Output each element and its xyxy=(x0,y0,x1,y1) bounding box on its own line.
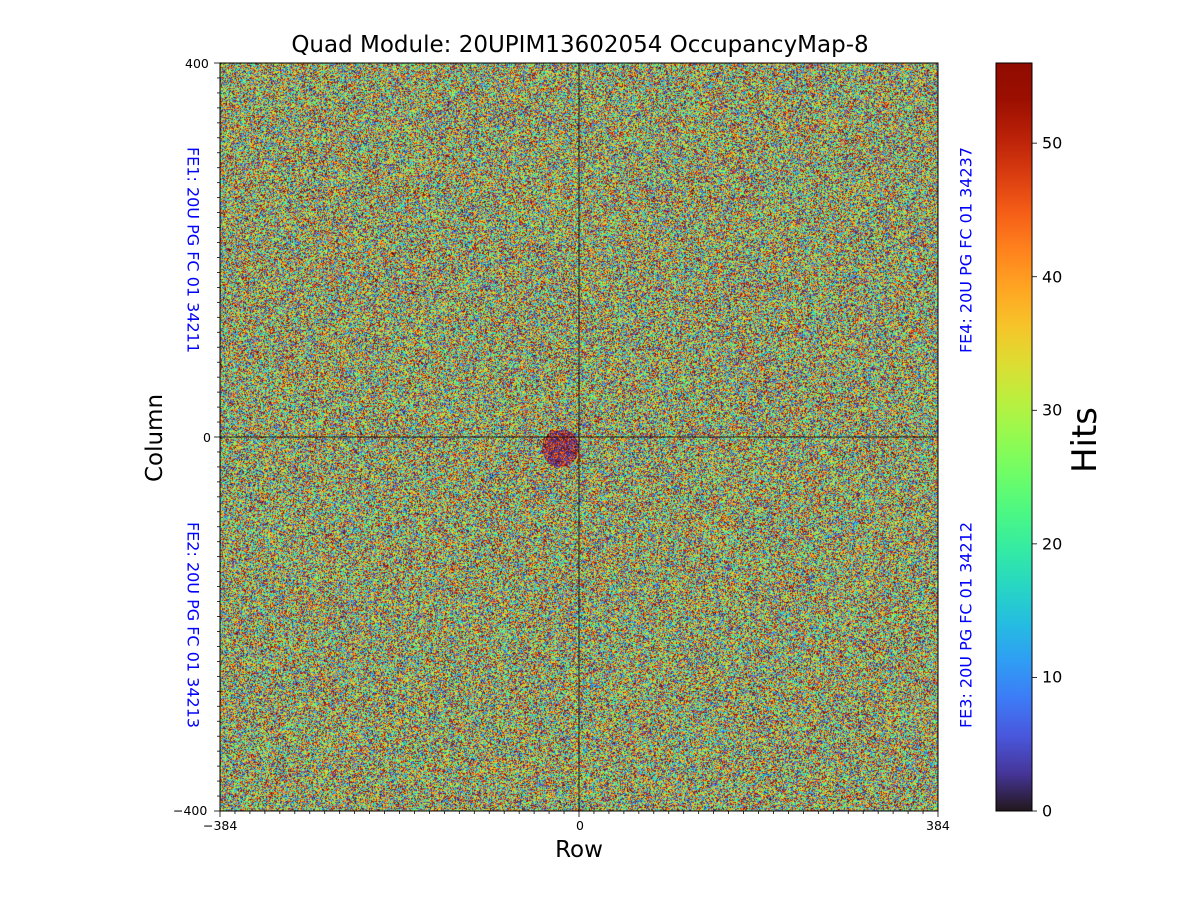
colorbar-tick-label: 50 xyxy=(1042,133,1063,153)
y-tick-top: 400 xyxy=(185,56,209,71)
y-tick-middle: 0 xyxy=(203,430,211,445)
x-axis-label: Row xyxy=(555,837,603,863)
y-tick-bottom: −400 xyxy=(173,803,208,818)
colorbar-tick-label: 10 xyxy=(1042,667,1063,687)
colorbar-tick-label: 40 xyxy=(1042,267,1063,287)
chart-title: Quad Module: 20UPIM13602054 OccupancyMap… xyxy=(291,32,869,58)
y-axis-label: Column xyxy=(142,393,168,483)
colorbar-tick-label: 20 xyxy=(1042,534,1063,554)
fe2-label: FE2: 20U PG FC 01 34213 xyxy=(183,521,203,729)
x-tick-middle: 0 xyxy=(576,818,584,833)
colorbar-tick-label: 30 xyxy=(1042,400,1063,420)
colorbar xyxy=(995,62,1033,812)
x-tick-right: 384 xyxy=(926,818,950,833)
x-tick-left: −384 xyxy=(203,818,238,833)
colorbar-label: Hits xyxy=(1065,406,1105,474)
fe4-label: FE4: 20U PG FC 01 34237 xyxy=(956,146,976,354)
fe3-label: FE3: 20U PG FC 01 34212 xyxy=(956,521,976,729)
fe1-label: FE1: 20U PG FC 01 34211 xyxy=(183,146,203,354)
colorbar-tick-label: 0 xyxy=(1042,801,1053,821)
